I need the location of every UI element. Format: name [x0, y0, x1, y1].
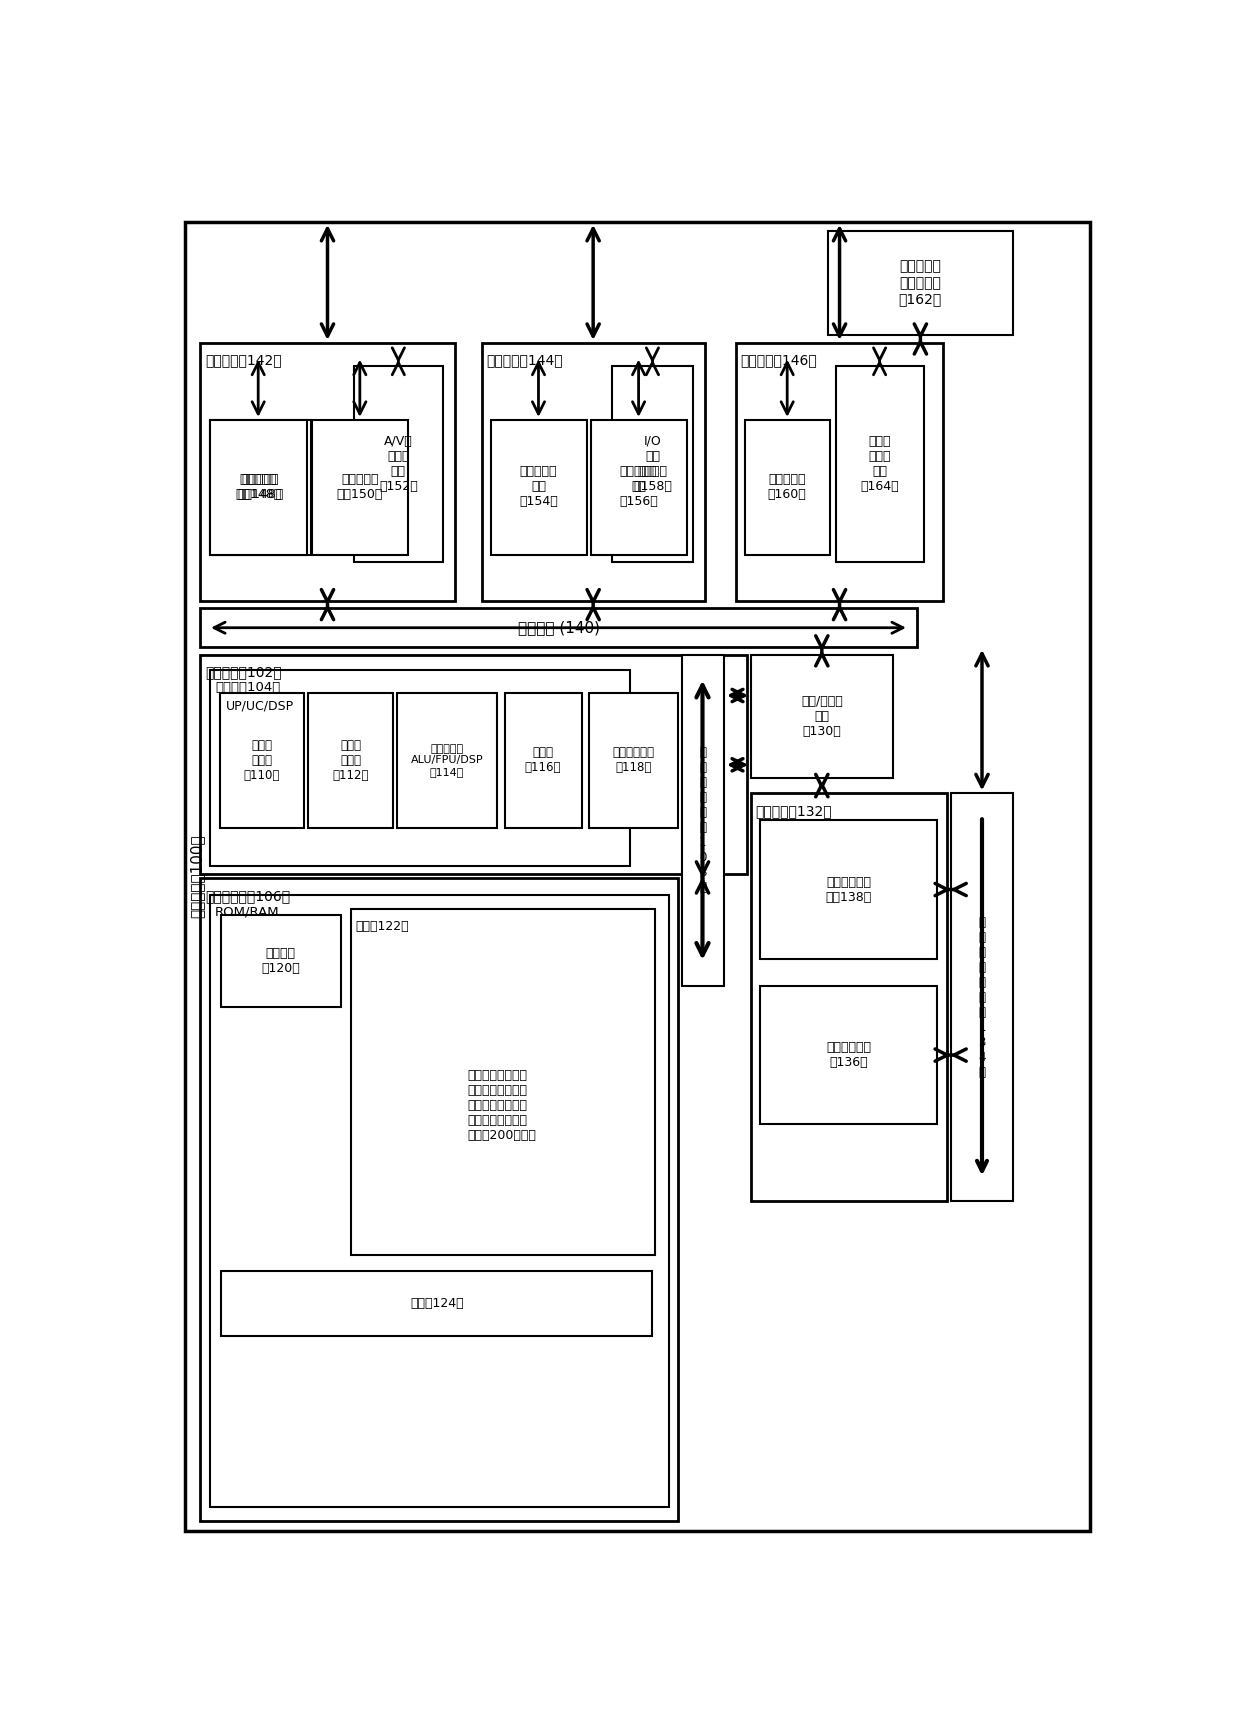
Bar: [211, 420, 306, 555]
Text: 串行接口控
制器
（154）: 串行接口控 制器 （154）: [520, 465, 558, 508]
Text: 数据（124）: 数据（124）: [410, 1297, 464, 1309]
Bar: [751, 792, 947, 1202]
Bar: [201, 343, 455, 600]
Text: 二级高
速缓存
（112）: 二级高 速缓存 （112）: [332, 739, 368, 782]
Text: 音频处理单
元（150）: 音频处理单 元（150）: [336, 473, 383, 501]
Text: 用于执行根据本发
明的计及综合需求
响应不确定性的系
统动态概率能流分
析方法200的指令: 用于执行根据本发 明的计及综合需求 响应不确定性的系 统动态概率能流分 析方法2…: [467, 1068, 537, 1141]
Text: 总线/接口控
制器
（130）: 总线/接口控 制器 （130）: [801, 695, 843, 737]
Text: 通信设备（146）: 通信设备（146）: [740, 354, 817, 368]
Text: UP/UC/DSP: UP/UC/DSP: [226, 699, 294, 713]
Bar: [828, 231, 1013, 335]
Text: 寄存器
（116）: 寄存器 （116）: [525, 746, 562, 773]
Bar: [735, 343, 944, 600]
Bar: [682, 655, 724, 987]
Bar: [211, 895, 668, 1507]
Text: I/O
端口
（多个）
（158）: I/O 端口 （多个） （158）: [632, 435, 672, 492]
Text: 存储器控制器
（118）: 存储器控制器 （118）: [613, 746, 655, 773]
Text: 基本配置（102）: 基本配置（102）: [205, 666, 281, 680]
Bar: [491, 420, 587, 555]
Text: 处理器（104）: 处理器（104）: [215, 681, 280, 694]
Text: A/V端
口（多
个）
（152）: A/V端 口（多 个） （152）: [379, 435, 418, 492]
Text: 计算设备（100）: 计算设备（100）: [190, 834, 205, 919]
Text: 一级高
速缓存
（110）: 一级高 速缓存 （110）: [244, 739, 280, 782]
Text: 并行接口控
制器
（156）: 并行接口控 制器 （156）: [619, 465, 658, 508]
Bar: [201, 609, 916, 647]
Bar: [836, 366, 924, 562]
Bar: [751, 655, 894, 779]
Bar: [745, 420, 830, 555]
Text: 其他计算设
备（多个）
（162）: 其他计算设 备（多个） （162）: [899, 260, 942, 305]
Bar: [309, 694, 393, 827]
Bar: [201, 877, 678, 1521]
Bar: [219, 694, 304, 827]
Bar: [351, 909, 655, 1255]
Text: 可移除储存器
（136）: 可移除储存器 （136）: [826, 1040, 872, 1070]
Bar: [505, 694, 582, 827]
Bar: [221, 916, 341, 1007]
Bar: [201, 655, 748, 874]
Bar: [221, 1271, 652, 1337]
Text: 系统存储器（106）: 系统存储器（106）: [205, 890, 290, 903]
Bar: [951, 792, 1013, 1202]
Text: 外围接口（144）: 外围接口（144）: [486, 354, 563, 368]
Bar: [589, 694, 678, 827]
Text: 图像处理单
元（148）: 图像处理单 元（148）: [236, 473, 281, 501]
Text: 网络控制器
（160）: 网络控制器 （160）: [768, 473, 806, 501]
Bar: [760, 987, 937, 1124]
Text: 存
储
器
总
线
（
1
0
8
）: 存 储 器 总 线 （ 1 0 8 ）: [699, 746, 707, 895]
Text: 储
存
接
口
总
线
（
1
3
4
）: 储 存 接 口 总 线 （ 1 3 4 ）: [978, 916, 986, 1079]
Bar: [481, 343, 704, 600]
Bar: [211, 669, 630, 867]
Bar: [760, 820, 937, 959]
Bar: [211, 420, 310, 555]
Text: 通信端
口（多
个）
（164）: 通信端 口（多 个） （164）: [861, 435, 899, 492]
Bar: [397, 694, 497, 827]
Bar: [613, 366, 693, 562]
Bar: [355, 366, 443, 562]
Text: 操作系统
（120）: 操作系统 （120）: [262, 947, 300, 975]
Text: 储存设备（132）: 储存设备（132）: [755, 805, 832, 818]
Text: 输出设备（142）: 输出设备（142）: [205, 354, 281, 368]
Text: 接口总线 (140): 接口总线 (140): [517, 621, 599, 635]
Text: 图像处理单
元（148）: 图像处理单 元（148）: [237, 473, 284, 501]
Text: 处理器核心
ALU/FPU/DSP
（114）: 处理器核心 ALU/FPU/DSP （114）: [410, 744, 484, 777]
Bar: [590, 420, 687, 555]
Text: ROM/RAM: ROM/RAM: [215, 905, 280, 919]
Text: 不可移除储存
器（138）: 不可移除储存 器（138）: [826, 876, 872, 903]
Bar: [312, 420, 408, 555]
Text: 程序（122）: 程序（122）: [355, 919, 409, 933]
